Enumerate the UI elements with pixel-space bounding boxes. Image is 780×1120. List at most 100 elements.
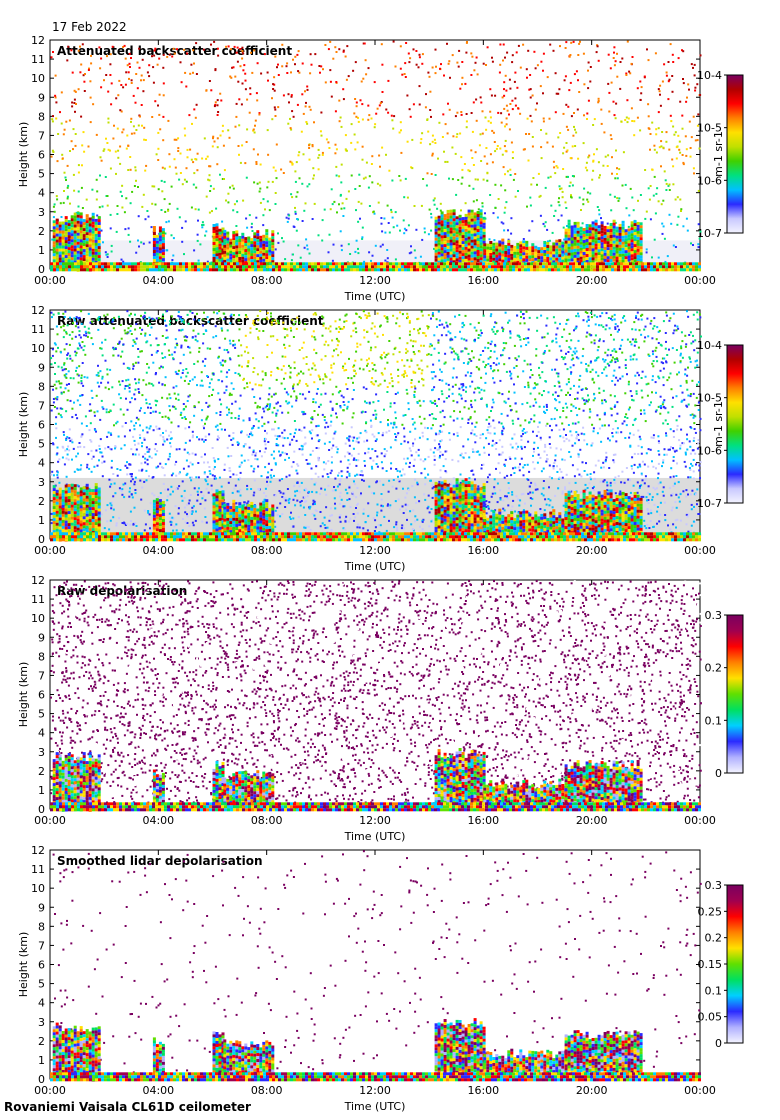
x-tick-label: 00:00 bbox=[34, 1084, 66, 1097]
speckle-layer bbox=[50, 580, 702, 811]
colorbar-tick-label: 10-5 bbox=[697, 122, 722, 135]
y-tick-label: 10 bbox=[31, 612, 45, 625]
colorbar bbox=[726, 74, 744, 234]
cloud-layer bbox=[50, 209, 701, 272]
y-tick-label: 10 bbox=[31, 72, 45, 85]
y-tick-label: 5 bbox=[38, 438, 45, 451]
y-tick-label: 12 bbox=[31, 34, 45, 47]
y-tick-label: 8 bbox=[38, 650, 45, 663]
x-tick-label: 20:00 bbox=[576, 814, 608, 827]
y-tick-label: 7 bbox=[38, 669, 45, 682]
y-tick-label: 9 bbox=[38, 361, 45, 374]
y-tick-label: 3 bbox=[38, 746, 45, 759]
x-tick-label: 04:00 bbox=[142, 274, 174, 287]
y-tick-label: 6 bbox=[38, 419, 45, 432]
y-axis-label: Height (km) bbox=[17, 122, 30, 188]
x-tick-label: 12:00 bbox=[359, 544, 391, 557]
y-tick-label: 1 bbox=[38, 784, 45, 797]
x-tick-label: 04:00 bbox=[142, 544, 174, 557]
cloud-layer bbox=[50, 748, 701, 812]
y-tick-label: 1 bbox=[38, 1054, 45, 1067]
y-tick-label: 12 bbox=[31, 574, 45, 587]
cloud-layer bbox=[50, 478, 701, 542]
y-tick-label: 6 bbox=[38, 149, 45, 162]
colorbar-tick-label: 0.2 bbox=[705, 932, 723, 945]
colorbar-tick-label: 10-6 bbox=[697, 174, 722, 187]
x-tick-label: 16:00 bbox=[467, 814, 499, 827]
panel-title: Attenuated backscatter coefficient bbox=[57, 44, 292, 58]
x-tick-label: 08:00 bbox=[251, 814, 283, 827]
y-tick-label: 12 bbox=[31, 844, 45, 857]
y-tick-label: 2 bbox=[38, 495, 45, 508]
speckle-layer bbox=[50, 40, 702, 271]
colorbar bbox=[726, 614, 744, 774]
colorbar-tick-label: 0.1 bbox=[705, 714, 723, 727]
colorbar-tick-label: 0 bbox=[715, 1037, 722, 1050]
y-axis-label: Height (km) bbox=[17, 392, 30, 458]
y-tick-label: 12 bbox=[31, 304, 45, 317]
x-tick-label: 12:00 bbox=[359, 814, 391, 827]
x-tick-label: 16:00 bbox=[467, 1084, 499, 1097]
colorbar-tick-label: 0.2 bbox=[705, 662, 723, 675]
panel-title: Raw attenuated backscatter coefficient bbox=[57, 314, 324, 328]
colorbar-tick-label: 0.1 bbox=[705, 984, 723, 997]
colorbar-tick-label: 0.3 bbox=[705, 879, 723, 892]
colorbar bbox=[726, 344, 744, 504]
y-tick-label: 4 bbox=[38, 727, 45, 740]
colorbar-tick-label: 10-5 bbox=[697, 392, 722, 405]
y-tick-label: 7 bbox=[38, 129, 45, 142]
y-tick-label: 5 bbox=[38, 708, 45, 721]
x-tick-label: 20:00 bbox=[576, 1084, 608, 1097]
y-tick-label: 11 bbox=[31, 53, 45, 66]
x-tick-label: 00:00 bbox=[684, 274, 716, 287]
colorbar-tick-label: 0.05 bbox=[698, 1011, 723, 1024]
y-tick-label: 4 bbox=[38, 997, 45, 1010]
x-tick-label: 08:00 bbox=[251, 1084, 283, 1097]
x-tick-label: 08:00 bbox=[251, 544, 283, 557]
colorbar-tick-label: 0.15 bbox=[698, 958, 723, 971]
x-axis-label: Time (UTC) bbox=[344, 830, 406, 843]
y-tick-label: 9 bbox=[38, 631, 45, 644]
y-tick-label: 4 bbox=[38, 457, 45, 470]
x-axis-label: Time (UTC) bbox=[344, 1100, 406, 1113]
y-tick-label: 10 bbox=[31, 882, 45, 895]
x-tick-label: 00:00 bbox=[684, 814, 716, 827]
x-tick-label: 20:00 bbox=[576, 274, 608, 287]
y-tick-label: 11 bbox=[31, 593, 45, 606]
y-tick-label: 2 bbox=[38, 1035, 45, 1048]
y-tick-label: 7 bbox=[38, 399, 45, 412]
y-tick-label: 2 bbox=[38, 225, 45, 238]
x-tick-label: 00:00 bbox=[684, 1084, 716, 1097]
y-tick-label: 1 bbox=[38, 514, 45, 527]
y-tick-label: 8 bbox=[38, 920, 45, 933]
x-tick-label: 00:00 bbox=[34, 544, 66, 557]
x-tick-label: 04:00 bbox=[142, 1084, 174, 1097]
x-tick-label: 08:00 bbox=[251, 274, 283, 287]
x-tick-label: 00:00 bbox=[684, 544, 716, 557]
y-tick-label: 5 bbox=[38, 978, 45, 991]
x-axis-label: Time (UTC) bbox=[344, 560, 406, 573]
panel-title: Raw depolarisation bbox=[57, 584, 187, 598]
y-tick-label: 8 bbox=[38, 110, 45, 123]
y-tick-label: 0 bbox=[38, 533, 45, 546]
y-tick-label: 6 bbox=[38, 959, 45, 972]
y-axis-label: Height (km) bbox=[17, 932, 30, 998]
y-tick-label: 6 bbox=[38, 689, 45, 702]
x-tick-label: 12:00 bbox=[359, 274, 391, 287]
colorbar-tick-label: 0.3 bbox=[705, 609, 723, 622]
colorbar-tick-label: 10-7 bbox=[697, 497, 722, 510]
y-tick-label: 11 bbox=[31, 323, 45, 336]
x-tick-label: 16:00 bbox=[467, 544, 499, 557]
colorbar-tick-label: 10-4 bbox=[697, 339, 722, 352]
colorbar-tick-label: 10-7 bbox=[697, 227, 722, 240]
panel-title: Smoothed lidar depolarisation bbox=[57, 854, 263, 868]
y-tick-label: 2 bbox=[38, 765, 45, 778]
colorbar-tick-label: 10-4 bbox=[697, 69, 722, 82]
y-tick-label: 8 bbox=[38, 380, 45, 393]
colorbar-tick-label: 0.25 bbox=[698, 905, 723, 918]
y-tick-label: 3 bbox=[38, 206, 45, 219]
colorbar-label: m-1 sr-1 bbox=[712, 401, 725, 447]
y-tick-label: 9 bbox=[38, 91, 45, 104]
x-tick-label: 20:00 bbox=[576, 544, 608, 557]
